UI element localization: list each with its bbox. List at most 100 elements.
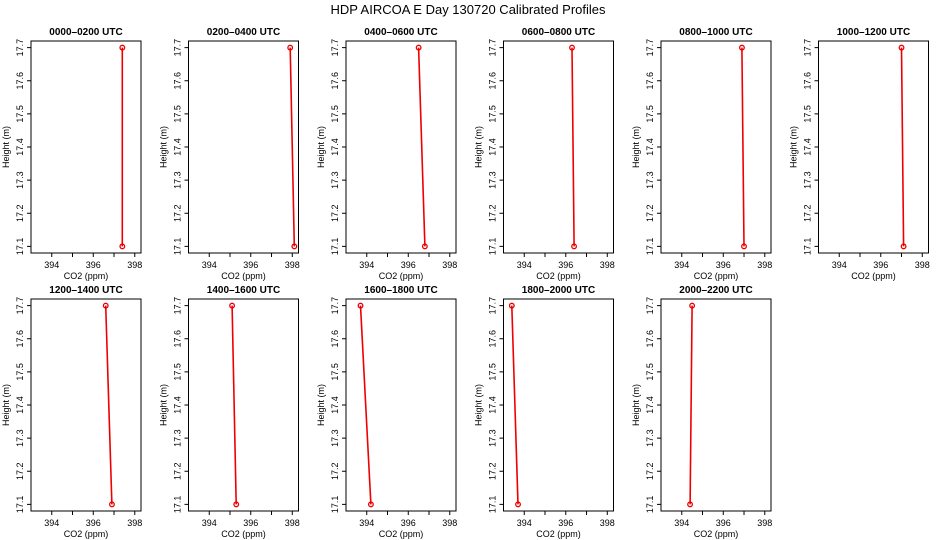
y-axis-label: Height (m) <box>1 384 11 426</box>
y-tick-label: 17.6 <box>15 330 25 348</box>
y-tick-label: 17.7 <box>488 297 498 315</box>
x-axis-label: CO2 (ppm) <box>64 529 109 539</box>
y-axis-label: Height (m) <box>789 126 799 168</box>
y-tick-label: 17.1 <box>173 496 183 514</box>
y-tick-label: 17.7 <box>330 297 340 315</box>
y-tick-label: 17.5 <box>15 105 25 123</box>
profile-panel: 1000–1200 UTC 394 396 398 17.1 17.2 17.3 17.4 17… <box>789 27 930 281</box>
x-tick-label: 398 <box>127 518 142 528</box>
x-tick-label: 394 <box>359 260 374 270</box>
profile-line <box>689 305 693 505</box>
y-tick-label: 17.2 <box>173 462 183 480</box>
y-tick-label: 17.3 <box>645 171 655 189</box>
data-point <box>900 243 907 250</box>
y-tick-label: 17.6 <box>330 72 340 90</box>
data-point <box>415 44 422 51</box>
y-tick-label: 17.5 <box>645 363 655 381</box>
y-tick-label: 17.4 <box>173 138 183 156</box>
data-point <box>741 243 747 250</box>
panel-title: 2000–2200 UTC <box>679 285 752 296</box>
x-axis-label: CO2 (ppm) <box>536 271 581 281</box>
y-tick-label: 17.3 <box>173 429 183 447</box>
profile-line <box>289 47 296 247</box>
x-tick-label: 398 <box>757 518 772 528</box>
x-tick-label: 398 <box>127 260 142 270</box>
profile-panel: 1400–1600 UTC 394 396 398 17.1 17.2 17.3 17.4 17… <box>159 285 300 539</box>
x-axis-label: CO2 (ppm) <box>221 529 266 539</box>
y-tick-label: 17.6 <box>173 330 183 348</box>
x-tick-label: 398 <box>442 260 457 270</box>
profile-line <box>571 47 575 247</box>
panel-title: 0000–0200 UTC <box>49 27 122 38</box>
y-tick-label: 17.4 <box>15 396 25 414</box>
x-tick-label: 398 <box>442 518 457 528</box>
x-tick-label: 396 <box>558 260 573 270</box>
x-tick-label: 394 <box>517 260 532 270</box>
x-axis-label: CO2 (ppm) <box>536 529 581 539</box>
x-tick-label: 396 <box>401 260 416 270</box>
y-tick-label: 17.5 <box>645 105 655 123</box>
y-tick-label: 17.3 <box>173 171 183 189</box>
y-tick-label: 17.5 <box>803 105 813 123</box>
data-point <box>233 501 240 508</box>
y-tick-label: 17.3 <box>488 171 498 189</box>
y-tick-label: 17.1 <box>488 238 498 256</box>
x-tick-label: 394 <box>359 518 374 528</box>
data-point <box>119 44 126 51</box>
x-tick-label: 394 <box>202 260 217 270</box>
data-point <box>508 302 515 309</box>
y-tick-label: 17.2 <box>15 204 25 222</box>
y-tick-label: 17.5 <box>173 105 183 123</box>
y-tick-label: 17.6 <box>803 72 813 90</box>
data-point <box>689 302 696 309</box>
data-point <box>421 243 428 250</box>
y-tick-label: 17.4 <box>330 396 340 414</box>
y-axis-label: Height (m) <box>631 126 641 168</box>
profile-line <box>900 47 905 247</box>
x-tick-label: 398 <box>600 518 615 528</box>
data-point <box>357 302 364 309</box>
y-tick-label: 17.4 <box>173 396 183 414</box>
plot-frame <box>188 40 299 254</box>
panel-title: 0800–1000 UTC <box>679 27 752 38</box>
y-tick-label: 17.7 <box>173 297 183 315</box>
profile-panel: 0800–1000 UTC 394 396 398 17.1 17.2 17.3 17.4 17… <box>631 27 772 281</box>
y-axis-label: Height (m) <box>159 384 169 426</box>
y-tick-label: 17.7 <box>803 39 813 57</box>
x-tick-label: 394 <box>674 260 689 270</box>
y-tick-label: 17.3 <box>330 429 340 447</box>
x-tick-label: 396 <box>716 518 731 528</box>
data-point <box>687 501 694 508</box>
y-tick-label: 17.1 <box>330 238 340 256</box>
data-point <box>367 501 374 508</box>
panel-title: 0600–0800 UTC <box>522 27 595 38</box>
profile-panel: 1800–2000 UTC 394 396 398 17.1 17.2 17.3 17.4 17… <box>474 285 615 539</box>
y-tick-label: 17.7 <box>330 39 340 57</box>
plot-frame <box>30 298 142 512</box>
profile-panel: 0200–0400 UTC 394 396 398 17.1 17.2 17.3 17.4 17… <box>159 27 300 281</box>
y-tick-label: 17.1 <box>645 496 655 514</box>
y-tick-label: 17.5 <box>15 363 25 381</box>
x-axis-label: CO2 (ppm) <box>64 271 109 281</box>
profile-line <box>417 47 426 247</box>
plot-frame <box>188 298 299 512</box>
y-tick-label: 17.2 <box>645 204 655 222</box>
x-tick-label: 394 <box>674 518 689 528</box>
x-tick-label: 398 <box>915 260 930 270</box>
plot-frame <box>660 298 772 512</box>
y-tick-label: 17.4 <box>803 138 813 156</box>
profile-line <box>741 47 745 247</box>
profile-panel: 1600–1800 UTC 394 396 398 17.1 17.2 17.3 17.4 17… <box>316 285 457 539</box>
y-tick-label: 17.6 <box>488 330 498 348</box>
y-tick-label: 17.6 <box>645 72 655 90</box>
data-point <box>108 501 115 508</box>
x-axis-label: CO2 (ppm) <box>694 271 739 281</box>
x-tick-label: 396 <box>86 260 101 270</box>
x-tick-label: 396 <box>558 518 573 528</box>
x-axis-label: CO2 (ppm) <box>694 529 739 539</box>
plot-frame <box>503 298 614 512</box>
data-point <box>515 501 521 508</box>
y-tick-label: 17.6 <box>330 330 340 348</box>
y-tick-label: 17.4 <box>645 138 655 156</box>
y-tick-label: 17.2 <box>173 204 183 222</box>
